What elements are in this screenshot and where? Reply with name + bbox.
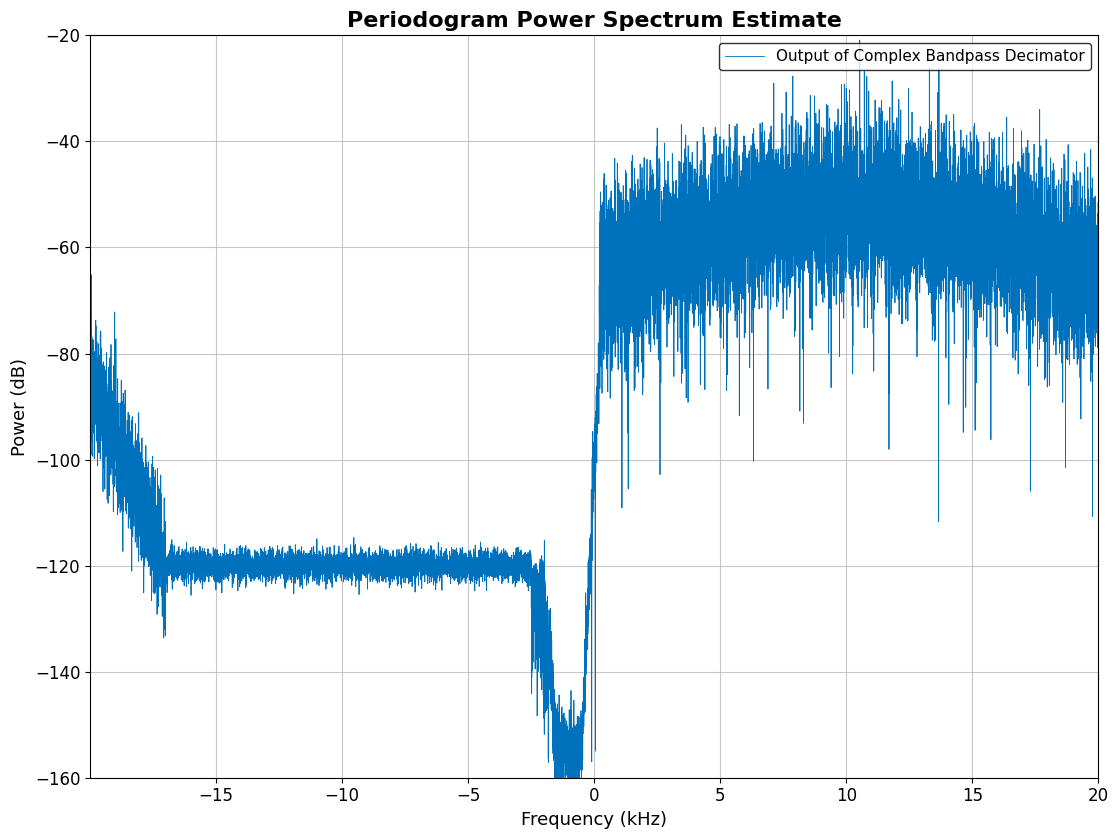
Output of Complex Bandpass Decimator [853, 35, 867, 45]
Output of Complex Bandpass Decimator [911, 213, 924, 223]
Line: Output of Complex Bandpass Decimator: Output of Complex Bandpass Decimator [90, 40, 1099, 778]
Output of Complex Bandpass Decimator [83, 376, 96, 386]
Y-axis label: Power (dB): Power (dB) [11, 358, 29, 455]
Output of Complex Bandpass Decimator [184, 563, 197, 573]
Output of Complex Bandpass Decimator [338, 549, 352, 559]
Output of Complex Bandpass Decimator [886, 153, 899, 163]
X-axis label: Frequency (kHz): Frequency (kHz) [521, 811, 668, 829]
Output of Complex Bandpass Decimator [549, 773, 562, 783]
Output of Complex Bandpass Decimator [979, 194, 992, 204]
Legend: Output of Complex Bandpass Decimator: Output of Complex Bandpass Decimator [719, 43, 1091, 71]
Output of Complex Bandpass Decimator [1051, 308, 1064, 318]
Output of Complex Bandpass Decimator [1092, 302, 1105, 312]
Title: Periodogram Power Spectrum Estimate: Periodogram Power Spectrum Estimate [347, 11, 841, 31]
